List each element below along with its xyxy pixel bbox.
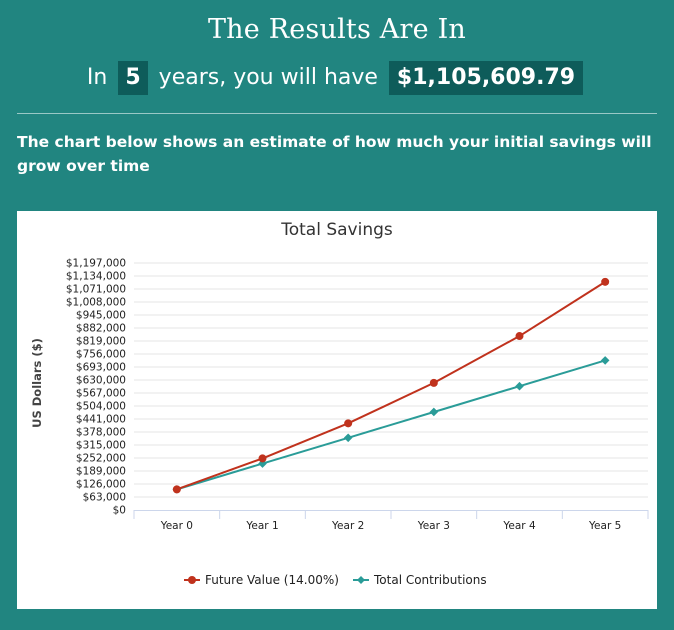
y-tick-label: $1,071,000: [66, 284, 126, 296]
total-contributions-point[interactable]: [429, 407, 439, 417]
results-title: The Results Are In: [207, 14, 467, 45]
headline-middle: years, you will have: [158, 65, 378, 90]
y-tick-label: $1,134,000: [66, 271, 126, 283]
divider: [17, 113, 657, 114]
total-contributions-point[interactable]: [515, 381, 524, 391]
chart-description: The chart below shows an estimate of how…: [17, 133, 652, 175]
future-value-point[interactable]: [258, 454, 267, 463]
y-tick-label: $819,000: [76, 336, 126, 348]
y-tick-label: $756,000: [76, 349, 126, 361]
y-tick-label: $630,000: [76, 375, 126, 387]
years-badge: 5: [118, 61, 148, 95]
y-tick-label: $126,000: [76, 479, 126, 491]
y-tick-label: $504,000: [76, 401, 126, 413]
y-tick-label: $441,000: [76, 414, 126, 426]
x-tick-label: Year 3: [417, 520, 450, 532]
y-tick-label: $315,000: [76, 440, 126, 452]
x-tick-label: Year 1: [245, 520, 278, 532]
y-tick-label: $567,000: [76, 388, 126, 400]
legend-item-total-contributions[interactable]: Total Contributions: [353, 573, 487, 587]
chart-card: Total Savings US Dollars ($) $0 $63,000 $1…: [17, 211, 657, 609]
total-contributions-point[interactable]: [343, 433, 353, 443]
x-tick-label: Year 5: [588, 520, 621, 532]
legend-label: Total Contributions: [373, 573, 487, 587]
legend-label: Future Value (14.00%): [205, 573, 339, 587]
y-tick-label: $882,000: [76, 323, 126, 335]
y-tick-label: $0: [113, 505, 126, 517]
legend-marker: [188, 576, 196, 584]
x-tick-label: Year 4: [502, 520, 536, 532]
future-value-point[interactable]: [515, 332, 524, 341]
legend-marker: [357, 576, 365, 584]
y-tick-label: $1,197,000: [66, 258, 126, 270]
future-value-point[interactable]: [172, 485, 181, 494]
series-line-total-contributions: [176, 359, 606, 491]
y-tick-label: $945,000: [76, 310, 126, 322]
y-tick-label: $63,000: [83, 492, 126, 504]
x-tick-label: Year 2: [331, 520, 364, 532]
y-tick-label: $378,000: [76, 427, 126, 439]
legend: Future Value (14.00%) Total Contributions: [184, 573, 487, 587]
series-line-future-value: [176, 281, 606, 491]
y-tick-label: $1,008,000: [66, 297, 126, 309]
axes: $0$63,000$126,000$189,000$252,000$315,00…: [66, 258, 649, 532]
results-headline: In 5 years, you will have $1,105,609.79: [0, 60, 674, 96]
grid-lines: [134, 262, 648, 498]
series: [172, 277, 610, 494]
future-amount-badge: $1,105,609.79: [388, 61, 584, 95]
total-savings-chart: Total Savings US Dollars ($) $0$63,000$1…: [30, 220, 649, 587]
y-tick-label: $693,000: [76, 362, 126, 374]
legend-item-future-value[interactable]: Future Value (14.00%): [184, 573, 339, 587]
future-value-point[interactable]: [429, 378, 438, 387]
y-axis-label: US Dollars ($): [30, 338, 44, 428]
total-contributions-point[interactable]: [600, 356, 610, 365]
y-tick-label: $252,000: [76, 453, 126, 465]
y-tick-label: $189,000: [76, 466, 126, 478]
x-tick-label: Year 0: [160, 520, 193, 532]
future-value-point[interactable]: [344, 419, 353, 428]
headline-prefix: In: [86, 65, 108, 90]
chart-title: Total Savings: [280, 220, 393, 240]
future-value-point[interactable]: [601, 277, 610, 286]
